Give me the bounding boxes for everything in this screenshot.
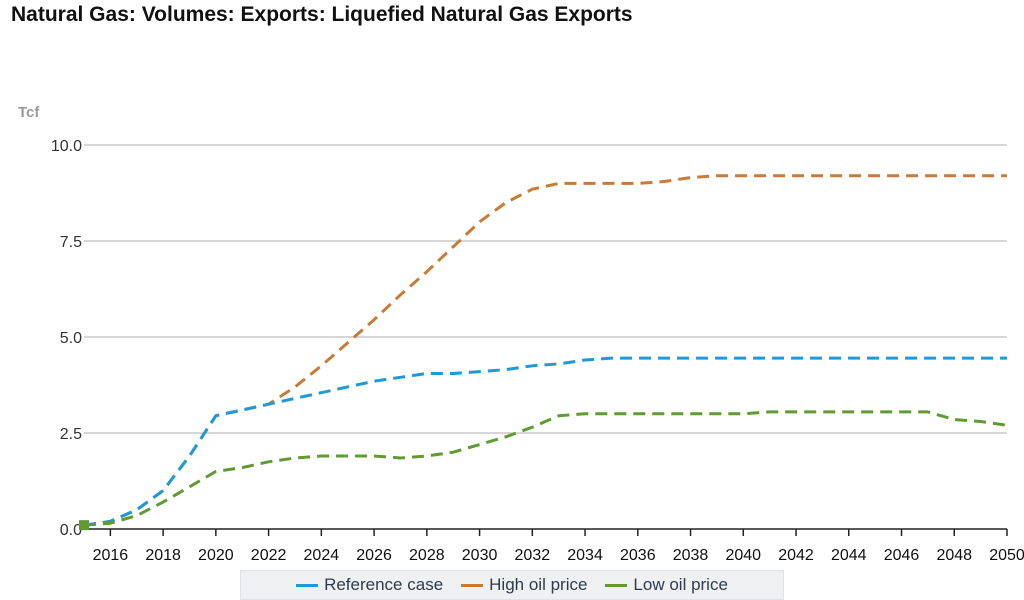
x-tick-label: 2038 bbox=[673, 547, 709, 564]
x-tick-label: 2018 bbox=[145, 547, 181, 564]
legend-label: High oil price bbox=[489, 575, 588, 594]
x-tick-label: 2040 bbox=[725, 547, 761, 564]
legend-label: Low oil price bbox=[633, 575, 728, 594]
y-tick-labels: 0.0 2.5 5.0 7.5 10.0 bbox=[51, 138, 82, 539]
series-line-reference-case[interactable] bbox=[83, 356, 1007, 527]
legend-item-low-oil-price[interactable]: Low oil price bbox=[605, 575, 728, 595]
x-tick-label: 2016 bbox=[93, 547, 129, 564]
x-tick-label: 2050 bbox=[989, 547, 1024, 564]
legend-item-high-oil-price[interactable]: High oil price bbox=[461, 575, 587, 595]
x-tick-label: 2028 bbox=[409, 547, 445, 564]
legend-swatch bbox=[605, 583, 628, 587]
y-tick-label: 0.0 bbox=[60, 522, 82, 539]
y-tick-label: 5.0 bbox=[60, 330, 82, 347]
legend-item-reference-case[interactable]: Reference case bbox=[296, 575, 443, 595]
legend-label: Reference case bbox=[324, 575, 444, 594]
legend: Reference case High oil price Low oil pr… bbox=[240, 570, 784, 600]
y-tick-label: 2.5 bbox=[60, 426, 82, 443]
x-tick-label: 2036 bbox=[620, 547, 656, 564]
x-tick-label: 2042 bbox=[778, 547, 814, 564]
legend-swatch bbox=[461, 583, 484, 587]
chart-title: Natural Gas: Volumes: Exports: Liquefied… bbox=[11, 3, 633, 26]
x-tick-label: 2048 bbox=[936, 547, 972, 564]
x-tick-label: 2034 bbox=[567, 547, 603, 564]
y-tick-label: 7.5 bbox=[60, 234, 82, 251]
start-marker bbox=[79, 520, 89, 531]
x-tick-label: 2026 bbox=[356, 547, 392, 564]
x-tick-label: 2022 bbox=[251, 547, 287, 564]
series-lines bbox=[79, 174, 1008, 531]
x-axis: 2016 2018 2020 2022 2024 2026 2028 2030 2032 2034… bbox=[84, 528, 1024, 564]
series-line-low-oil-price[interactable] bbox=[83, 410, 1008, 527]
x-tick-label: 2032 bbox=[515, 547, 551, 564]
x-tick-label: 2046 bbox=[884, 547, 920, 564]
x-tick-label: 2044 bbox=[831, 547, 867, 564]
series-line-high-oil-price[interactable] bbox=[83, 174, 1007, 527]
y-axis-unit-label: Tcf bbox=[18, 104, 40, 121]
x-tick-label: 2024 bbox=[304, 547, 340, 564]
y-tick-label: 10.0 bbox=[51, 138, 82, 155]
legend-swatch bbox=[296, 583, 319, 587]
gridlines bbox=[84, 144, 1007, 434]
x-tick-label: 2020 bbox=[198, 547, 234, 564]
x-tick-label: 2030 bbox=[462, 547, 498, 564]
